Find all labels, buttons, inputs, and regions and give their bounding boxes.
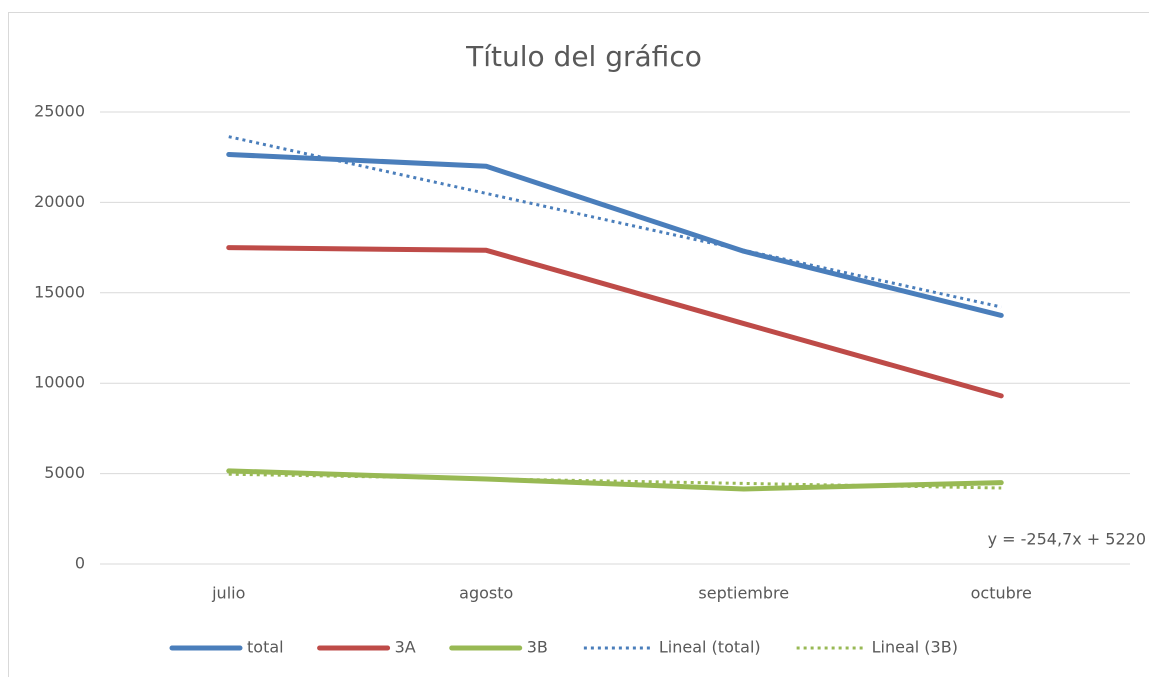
- series-line: [228, 135, 1002, 309]
- legend-label: total: [247, 638, 284, 657]
- y-tick-label: 0: [75, 554, 85, 573]
- x-tick-label: octubre: [971, 584, 1032, 603]
- y-tick-label: 15000: [34, 282, 85, 301]
- chart-title: Título del gráfico: [465, 40, 702, 73]
- series-line: [226, 245, 1004, 399]
- x-tick-label: agosto: [459, 584, 513, 603]
- legend-label: 3A: [395, 638, 416, 657]
- chart-frame: [8, 12, 1149, 677]
- y-tick-label: 25000: [34, 102, 85, 121]
- series-line: [228, 472, 1002, 490]
- x-tick-label: septiembre: [698, 584, 789, 603]
- series-line: [226, 468, 1004, 492]
- trendline-equation: y = -254,7x + 5220: [988, 530, 1146, 549]
- x-tick-label: julio: [211, 584, 245, 603]
- legend-label: 3B: [527, 638, 548, 657]
- legend-label: Lineal (total): [659, 638, 761, 657]
- y-tick-label: 10000: [34, 373, 85, 392]
- y-tick-label: 20000: [34, 192, 85, 211]
- series-line: [226, 151, 1004, 318]
- y-tick-label: 5000: [44, 463, 85, 482]
- legend-label: Lineal (3B): [872, 638, 958, 657]
